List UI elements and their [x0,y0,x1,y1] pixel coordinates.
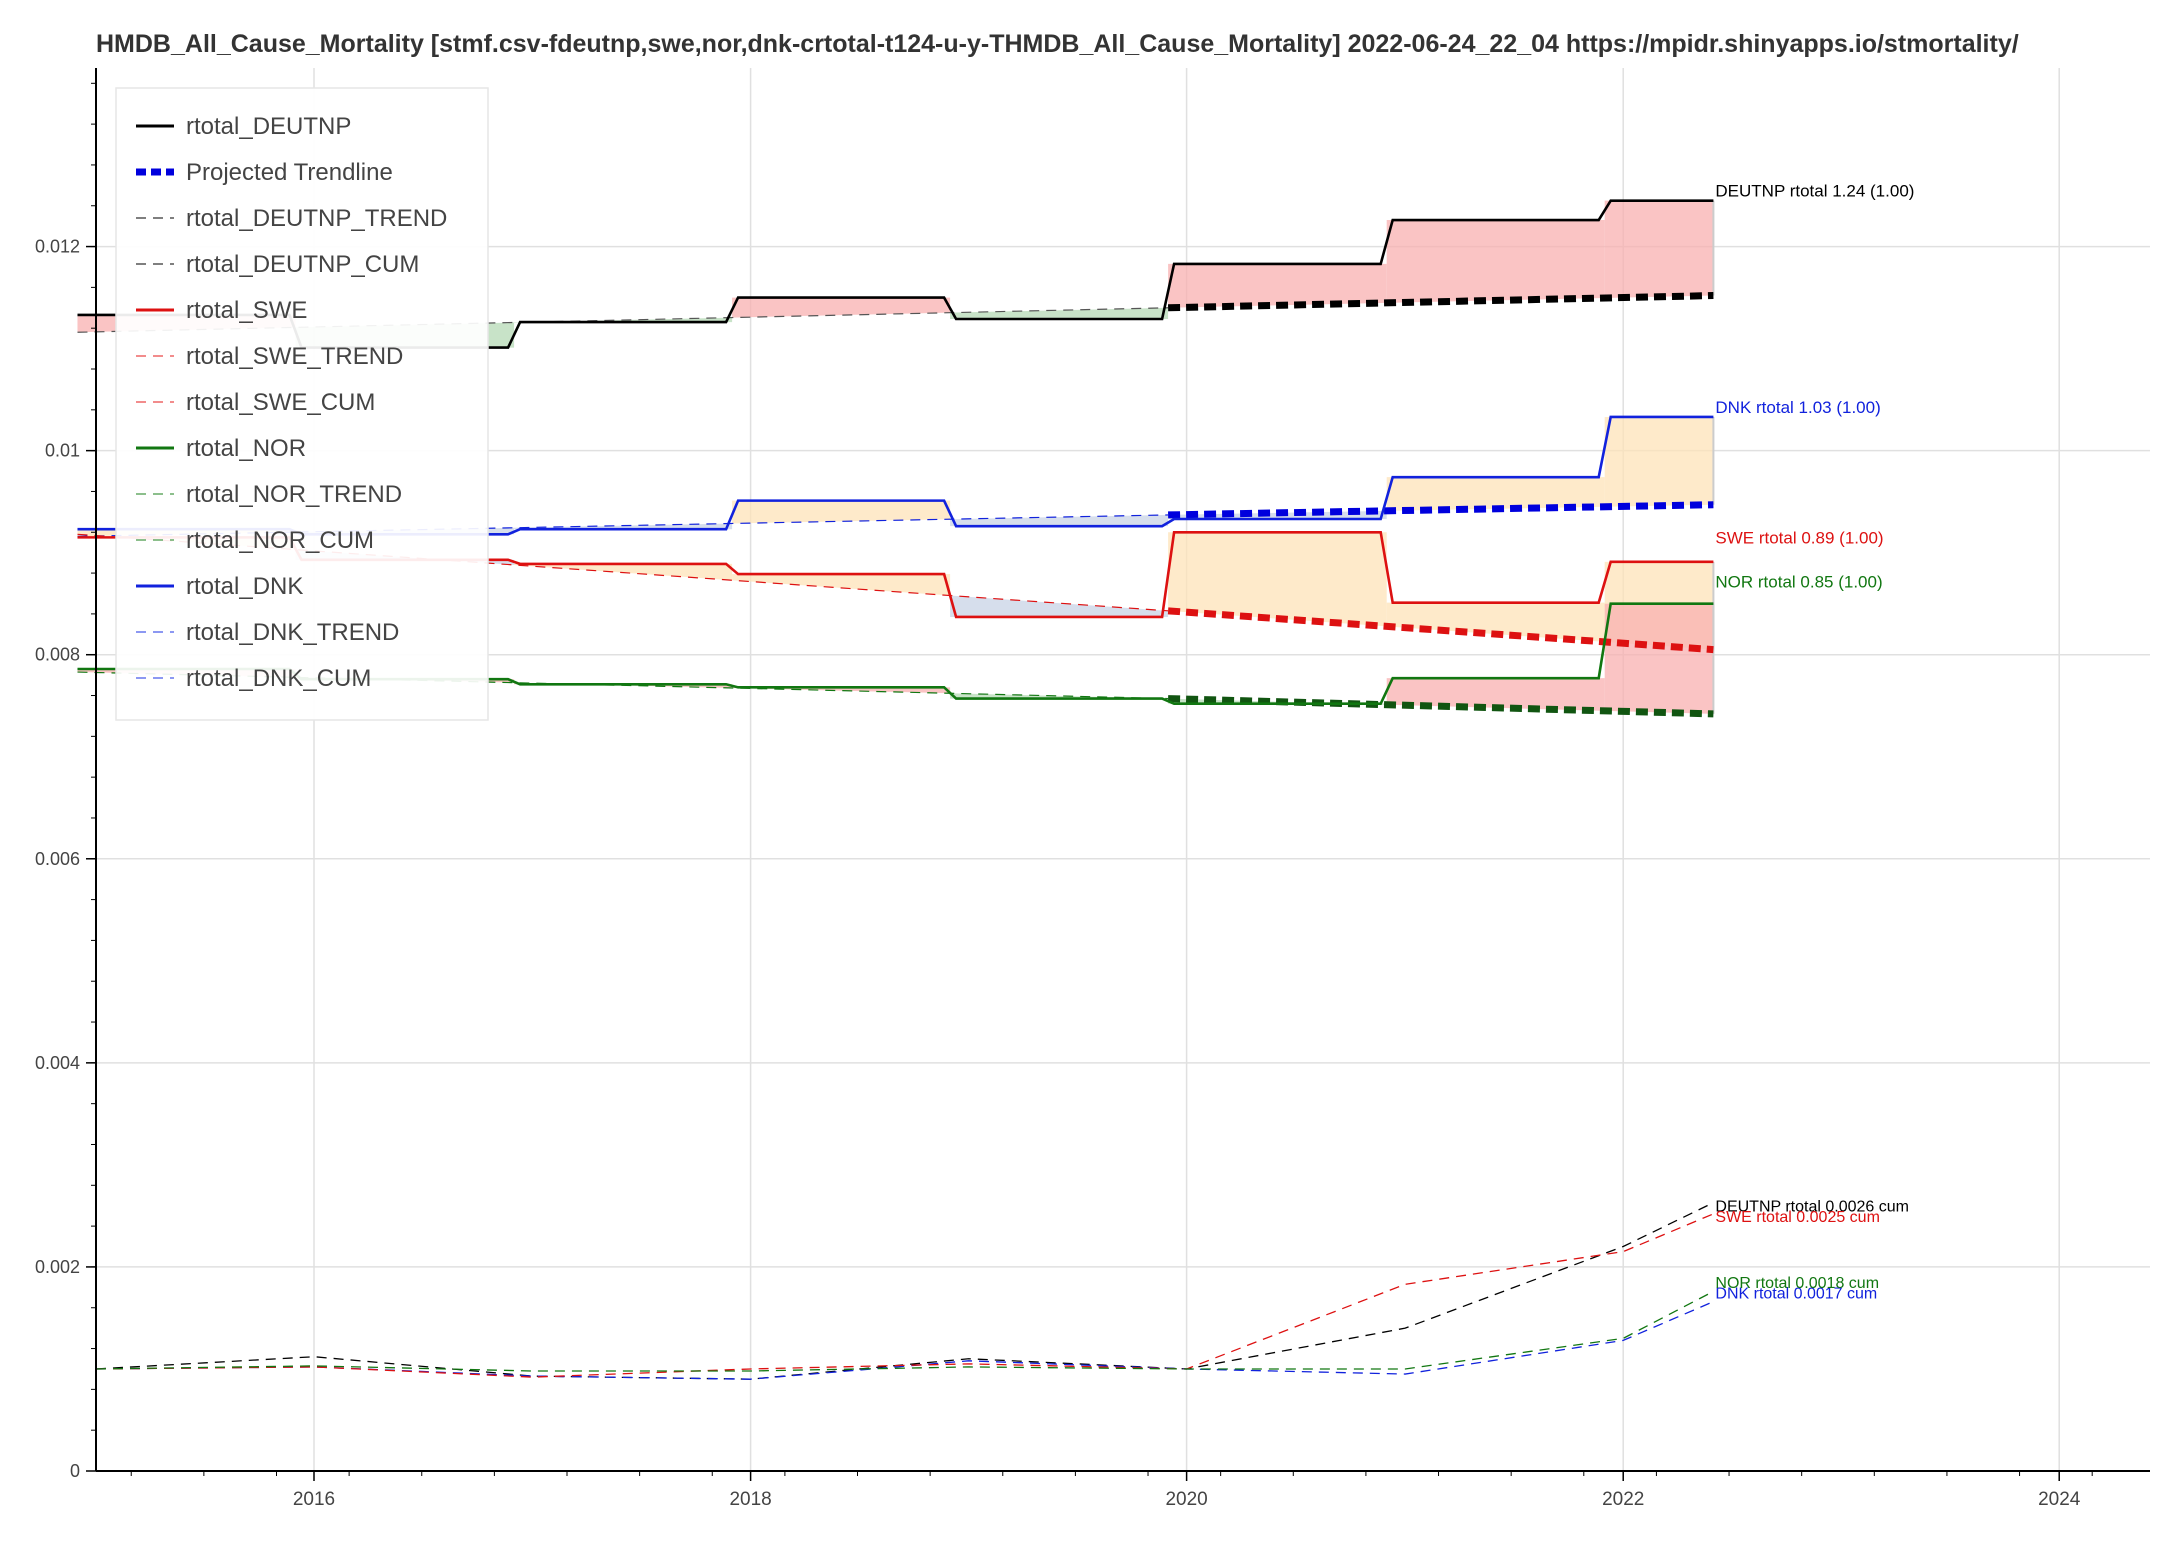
projected-trendline-swe [1167,607,1714,654]
fill-area-swe [950,595,1169,617]
x-tick-label: 2024 [2038,1489,2081,1510]
fill-area-dnk [1386,477,1605,511]
legend[interactable]: rtotal_DEUTNP Projected Trendline rtotal_D… [115,87,489,721]
y-tick-label: 0.002 [35,1257,80,1277]
fill-area-deutnp [732,297,951,318]
trend-lines [77,292,1714,718]
y-tick-label: 0.012 [35,237,80,257]
cum-line-deutnp [95,1202,1714,1380]
chart-title: HMDB_All_Cause_Mortality [stmf.csv-fdeut… [96,30,2019,58]
legend-label: rtotal_NOR [186,435,306,462]
legend-label: rtotal_NOR_TREND [186,481,402,508]
y-tick-label: 0.004 [35,1053,80,1073]
fill-area-swe [732,574,951,596]
fill-area-deutnp [1604,200,1714,298]
legend-label: rtotal_SWE_CUM [186,389,375,416]
legend-label: rtotal_DEUTNP_CUM [186,251,419,278]
fill-area-deutnp [1386,220,1605,303]
legend-label: rtotal_DEUTNP [186,113,351,140]
x-tick-label: 2018 [729,1489,771,1510]
trend-line-deutnp [77,307,1169,333]
legend-box [115,87,489,721]
legend-label: rtotal_DNK_CUM [186,665,371,692]
trend-line-dnk [77,514,1169,537]
cum-end-label-dnk: DNK rtotal 0.0017 cum [1715,1285,1877,1302]
y-tick-label: 0.008 [35,645,80,665]
trend-line-swe [77,533,1169,612]
series-labels: DEUTNP rtotal 1.24 (1.00) DEUTNP rtotal 0… [1715,182,1914,1303]
legend-label: rtotal_SWE [186,297,307,324]
legend-label: rtotal_NOR_CUM [186,527,374,554]
fill-area-nor [1386,678,1605,711]
legend-label: Projected Trendline [186,159,393,186]
series-end-label-deutnp: DEUTNP rtotal 1.24 (1.00) [1715,182,1914,201]
fill-area-deutnp [950,307,1169,320]
projected-trendline-dnk [1168,501,1714,519]
projected-trendline-deutnp [1168,292,1714,312]
fill-area-dnk [950,514,1169,527]
legend-label: rtotal_DEUTNP_TREND [186,205,447,232]
cum-line-swe [95,1213,1714,1378]
cum-end-label-nor: NOR rtotal 0.0018 cum [1715,1275,1879,1292]
axes: 0 0.002 0.004 0.006 0.008 0.01 0.012 2016 2018 20… [35,68,2150,1510]
fill-area-dnk [732,500,951,524]
projected-trendline-nor [1167,695,1714,718]
y-tick-label: 0.01 [45,441,80,461]
legend-label: rtotal_SWE_TREND [186,343,403,370]
legend-label: rtotal_DNK [186,573,303,600]
legend-label: rtotal_DNK_TREND [186,619,399,646]
fill-area-dnk [1604,416,1714,507]
x-tick-label: 2016 [293,1489,335,1510]
fill-area-nor [950,693,1169,699]
x-tick-label: 2020 [1165,1489,1207,1510]
fill-area-deutnp [1168,263,1387,308]
fill-area-nor [1604,603,1714,714]
series-end-label-dnk: DNK rtotal 1.03 (1.00) [1715,398,1880,417]
cum-end-label-swe: SWE rtotal 0.0025 cum [1715,1209,1880,1226]
cumulative-lines [95,1202,1714,1380]
series-end-label-nor: NOR rtotal 0.85 (1.00) [1715,572,1882,591]
cum-end-label-deutnp: DEUTNP rtotal 0.0026 cum [1715,1199,1909,1216]
fill-area-swe [1168,532,1387,627]
x-tick-label: 2022 [1602,1489,1644,1510]
y-tick-label: 0.006 [35,849,80,869]
cum-line-nor [95,1290,1714,1372]
fill-area-swe [1386,602,1605,642]
y-tick-label: 0 [70,1461,80,1481]
series-end-label-swe: SWE rtotal 0.89 (1.00) [1715,529,1883,548]
